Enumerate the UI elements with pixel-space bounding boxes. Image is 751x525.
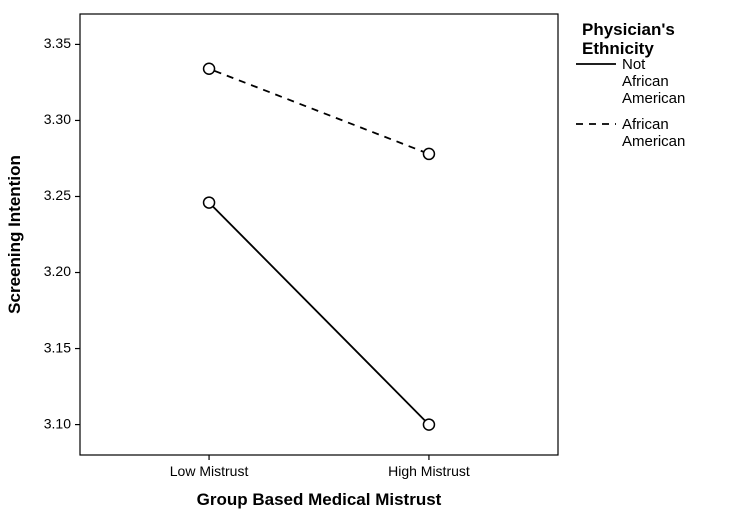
legend-title: Physician's <box>582 20 675 39</box>
legend-label-1: African <box>622 116 669 133</box>
xtick-label: High Mistrust <box>388 463 470 479</box>
series-marker-1 <box>204 63 215 74</box>
line-chart: 3.10 3.15 3.20 3.25 3.30 3.35 Low Mistrust High… <box>0 0 751 525</box>
series-marker-0 <box>204 197 215 208</box>
ytick-label: 3.15 <box>44 339 71 355</box>
ytick-label: 3.20 <box>44 263 71 279</box>
legend-label-1: American <box>622 133 685 150</box>
y-axis-label: Screening Intention <box>5 155 24 314</box>
xtick-label: Low Mistrust <box>170 463 249 479</box>
ytick-label: 3.30 <box>44 111 71 127</box>
ytick-label: 3.25 <box>44 187 71 203</box>
chart-container: 3.10 3.15 3.20 3.25 3.30 3.35 Low Mistrust High… <box>0 0 751 525</box>
legend-label-0: American <box>622 90 685 107</box>
ytick-label: 3.35 <box>44 35 71 51</box>
legend-label-0: Not <box>622 56 646 73</box>
x-axis-label: Group Based Medical Mistrust <box>197 490 442 509</box>
ytick-label: 3.10 <box>44 415 71 431</box>
series-marker-1 <box>423 148 434 159</box>
series-marker-0 <box>423 419 434 430</box>
legend-label-0: African <box>622 73 669 90</box>
